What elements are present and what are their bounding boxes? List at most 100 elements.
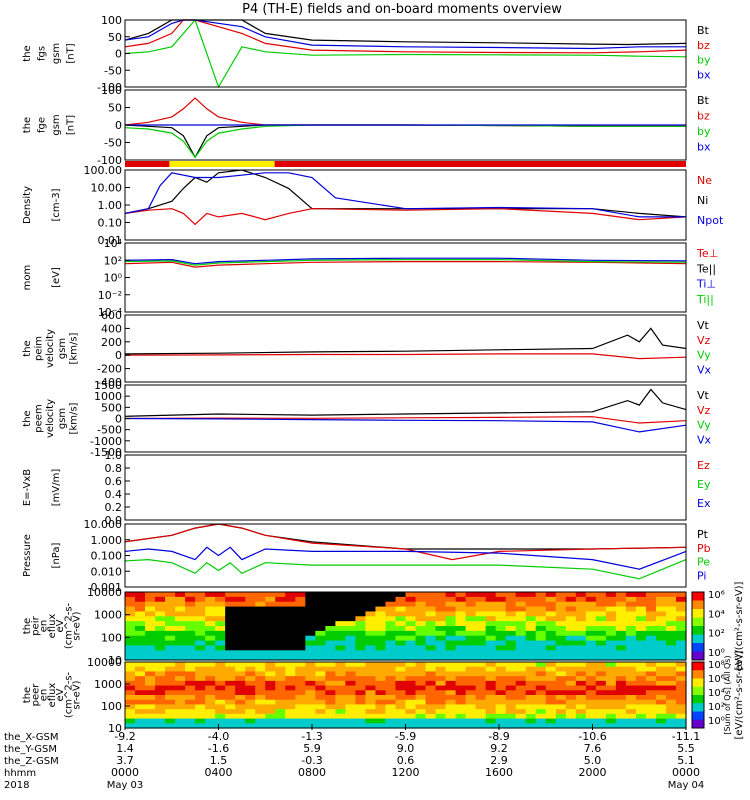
spectrogram-cell <box>355 655 367 661</box>
spectrogram-cell <box>305 704 316 710</box>
spectrogram-cell <box>135 630 146 637</box>
spectrogram-cell <box>465 601 477 608</box>
spectrogram-cell <box>245 690 256 696</box>
spectrogram-cell <box>245 601 256 608</box>
legend-entry: by <box>697 125 711 138</box>
series-line-Pb <box>124 523 687 561</box>
colorbar-segment <box>692 651 704 661</box>
spectrogram-cell <box>405 655 417 661</box>
spectrogram-cell <box>145 704 156 710</box>
spectrogram-cell <box>545 671 557 677</box>
spectrogram-cell <box>235 695 246 701</box>
legend-entry: Bt <box>697 24 710 37</box>
y-tick-label: 400 <box>101 322 122 335</box>
spectrogram-cell <box>415 640 427 647</box>
spectrogram-cell <box>235 630 246 637</box>
spectrogram-cell <box>355 611 367 617</box>
series-line-Npot <box>124 172 686 218</box>
panel-frame <box>124 591 687 661</box>
spectrogram-cell <box>635 606 647 613</box>
spectrogram-cell <box>335 621 346 627</box>
spectrogram-cell <box>265 606 276 613</box>
spectrogram-cell <box>555 626 567 632</box>
spectrogram-cell <box>585 695 597 701</box>
y-axis-label: the <box>22 410 33 426</box>
y-tick-label: -100 <box>97 154 122 167</box>
spectrogram-cell <box>405 640 417 647</box>
spectrogram-cell <box>125 616 136 622</box>
spectrogram-cell <box>595 680 607 687</box>
spectrogram-cell <box>205 671 216 677</box>
spectrogram-cell <box>325 650 336 656</box>
y-tick-label: 10² <box>104 254 122 267</box>
spectrogram-cell <box>215 680 226 687</box>
colorbar-tick-label: 10⁴ <box>708 609 725 620</box>
spectrogram-cell <box>605 680 617 687</box>
spectrogram-cell <box>385 685 397 691</box>
y-tick-label: 0 <box>115 413 122 426</box>
spectrogram-cell <box>665 611 677 617</box>
spectrogram-cell <box>145 699 156 706</box>
colorbar-tick-label: 10² <box>708 702 725 713</box>
spectrogram-cell <box>545 645 557 651</box>
spectrogram-cell <box>365 671 377 677</box>
spectrogram-cell <box>465 655 477 661</box>
spectrogram-cell <box>265 621 276 627</box>
spectrogram-cell <box>255 699 266 706</box>
spectrogram-cell <box>315 640 326 647</box>
spectrogram-cell <box>485 640 497 647</box>
spectrogram-cell <box>495 709 507 715</box>
spectrogram-cell <box>135 680 146 687</box>
spectrogram-cell <box>675 606 687 613</box>
spectrogram-cell <box>205 699 216 706</box>
spectrogram-cell <box>315 671 326 677</box>
spectrogram-cell <box>225 723 236 729</box>
spectrogram-cell <box>535 695 547 701</box>
spectrogram-cell <box>215 606 226 613</box>
spectrogram-cell <box>145 630 156 637</box>
spectrogram-cell <box>505 640 517 647</box>
spectrogram-cell <box>505 695 517 701</box>
spectrogram-cell <box>335 645 346 651</box>
y-axis-label: the <box>22 687 33 703</box>
spectrogram-cell <box>185 676 196 682</box>
spectrogram-cell <box>525 666 537 673</box>
spectrogram-cell <box>235 723 246 729</box>
spectrogram-cell <box>415 713 427 720</box>
spectrogram-cell <box>375 690 387 696</box>
spectrogram-cell <box>485 662 497 668</box>
spectrogram-cell <box>345 626 357 632</box>
spectrogram-cell <box>165 723 176 729</box>
spectrogram-cell <box>615 611 627 617</box>
y-axis-label: fge <box>37 117 48 133</box>
spectrogram-cell <box>165 606 176 613</box>
spectrogram-cell <box>235 626 246 632</box>
spectrogram-cell <box>365 655 377 661</box>
colorbar-frame <box>691 661 705 729</box>
spectrogram-cell <box>625 592 637 598</box>
spectrogram-cell <box>525 630 537 637</box>
spectrogram-cell <box>485 718 497 724</box>
spectrogram-cell <box>565 713 577 720</box>
spectrogram-cell <box>655 699 667 706</box>
spectrogram-cell <box>125 676 136 682</box>
spectrogram-cell <box>295 709 306 715</box>
spectrogram-cell <box>515 611 527 617</box>
spectrogram-cell <box>375 650 387 656</box>
spectrogram-cell <box>515 635 527 642</box>
spectrogram-cell <box>385 680 397 687</box>
spectrogram-cell <box>275 695 286 701</box>
spectrogram-cell <box>565 718 577 724</box>
spectrogram-cell <box>285 635 296 642</box>
spectrogram-cell <box>485 635 497 642</box>
spectrogram-cell <box>125 626 136 632</box>
spectrogram-cell <box>455 666 467 673</box>
spectrogram-cell <box>275 655 286 661</box>
spectrogram-cell <box>405 621 417 627</box>
spectrogram-cell <box>145 635 156 642</box>
spectrogram-cell <box>425 655 437 661</box>
spectrogram-cell <box>335 718 346 724</box>
spectrogram-cell <box>345 709 357 715</box>
